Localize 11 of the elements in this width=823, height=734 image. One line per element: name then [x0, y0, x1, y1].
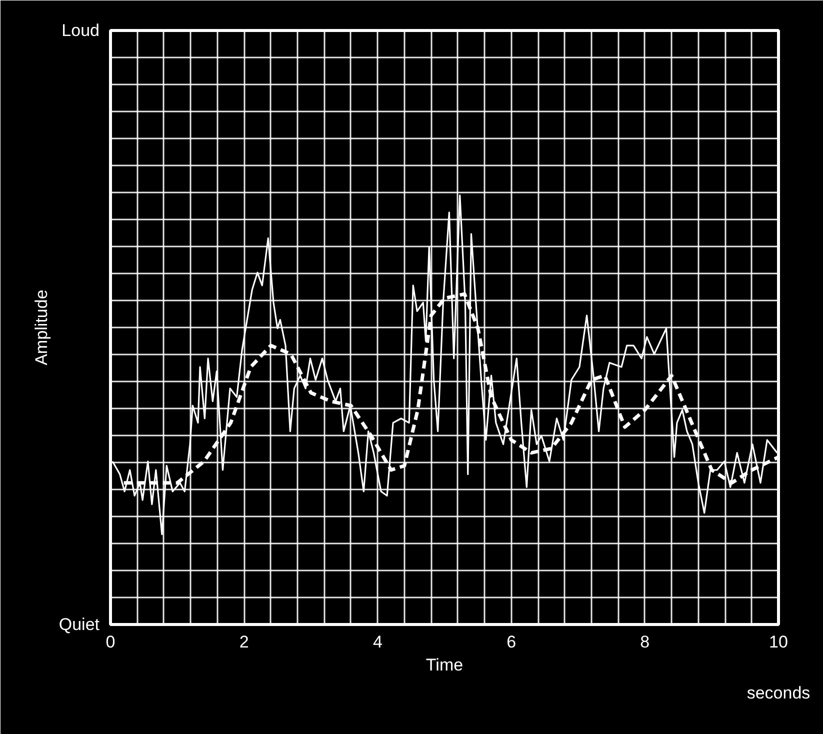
x-tick-label: 8 [640, 632, 650, 652]
x-tick-label: 2 [239, 632, 249, 652]
y-axis-title: Amplitude [32, 290, 51, 366]
x-tick-label: 0 [106, 632, 116, 652]
x-tick-label: 4 [372, 632, 382, 652]
x-axis-title: Time [426, 656, 464, 674]
text: Loud [62, 21, 100, 40]
text: Quiet [58, 615, 100, 634]
text: seconds [746, 684, 810, 702]
x-tick-label: 10 [769, 632, 788, 652]
x-tick-label: 6 [506, 632, 516, 652]
